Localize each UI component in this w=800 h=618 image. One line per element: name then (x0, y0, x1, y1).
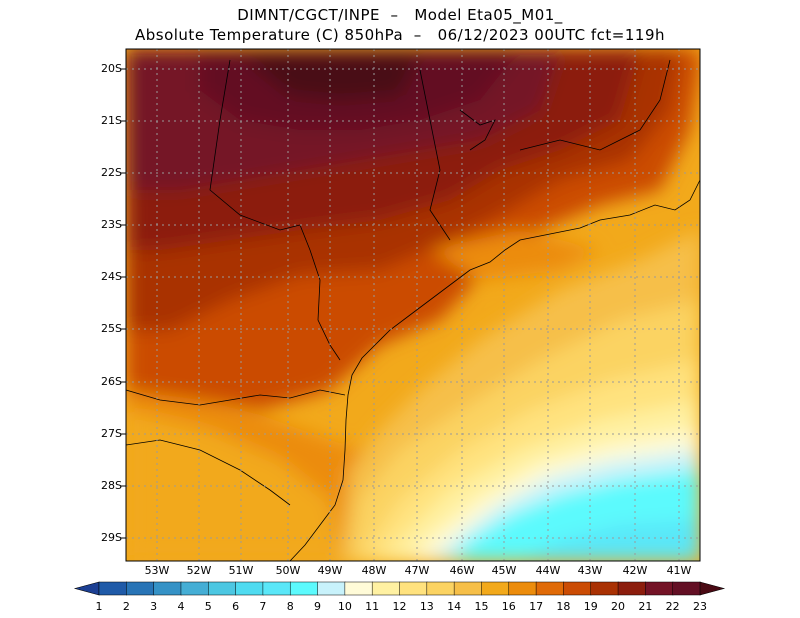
title-line-1: DIMNT/CGCT/INPE – Model Eta05_M01_ (237, 6, 563, 24)
colorbar-swatch (153, 581, 182, 596)
colorbar-swatch (344, 581, 373, 596)
colorbar-swatch (317, 581, 346, 596)
lon-label: 42W (622, 564, 648, 577)
colorbar (73, 581, 726, 596)
temperature-field (126, 49, 700, 561)
colorbar-label: 9 (314, 600, 322, 613)
lon-label: 49W (317, 564, 343, 577)
lon-label: 41W (666, 564, 692, 577)
colorbar-label: 16 (501, 600, 516, 613)
colorbar-swatch (371, 581, 401, 596)
colorbar-swatch (453, 581, 483, 596)
colorbar-swatch (126, 581, 155, 596)
colorbar-swatch (289, 581, 319, 596)
colorbar-label: 3 (150, 600, 158, 613)
colorbar-swatch (235, 581, 264, 596)
colorbar-swatch (399, 581, 428, 596)
lon-label: 53W (144, 564, 170, 577)
colorbar-swatch (672, 581, 701, 596)
lon-label: 50W (275, 564, 301, 577)
lat-label: 26S (101, 375, 122, 388)
plot-frame (125, 48, 701, 562)
graticule (126, 49, 700, 561)
colorbar-swatch (535, 581, 565, 596)
coastlines-and-borders (126, 59, 700, 561)
colorbar-swatch (563, 581, 592, 596)
colorbar-arrow-high (699, 581, 726, 596)
colorbar-swatch (426, 581, 455, 596)
colorbar-label: 23 (693, 600, 707, 613)
lon-label: 46W (449, 564, 475, 577)
lon-label: 52W (186, 564, 212, 577)
lat-label: 24S (101, 270, 122, 283)
colorbar-swatch (262, 581, 291, 596)
lon-label: 44W (535, 564, 561, 577)
colorbar-swatch (508, 581, 537, 596)
colorbar-label: 20 (611, 600, 626, 613)
colorbar-swatch (481, 581, 510, 596)
colorbar-swatch (590, 581, 619, 596)
colorbar-label: 15 (474, 600, 489, 613)
colorbar-label: 1 (95, 600, 103, 613)
lat-label: 21S (101, 114, 122, 127)
lon-label: 48W (361, 564, 387, 577)
colorbar-label: 5 (204, 600, 212, 613)
colorbar-label: 19 (583, 600, 598, 613)
lat-label: 28S (101, 479, 122, 492)
colorbar-swatch (180, 581, 209, 596)
lon-label: 51W (228, 564, 254, 577)
lat-label: 23S (101, 218, 122, 231)
colorbar-label: 6 (232, 600, 240, 613)
colorbar-swatch (98, 581, 127, 596)
colorbar-label: 4 (177, 600, 185, 613)
colorbar-swatch (208, 581, 237, 596)
lat-label: 25S (101, 322, 122, 335)
colorbar-swatch (617, 581, 647, 596)
colorbar-label: 18 (556, 600, 571, 613)
lat-label: 20S (101, 62, 122, 75)
colorbar-label: 21 (638, 600, 653, 613)
colorbar-label: 8 (286, 600, 294, 613)
colorbar-label: 13 (419, 600, 434, 613)
title-line-2: Absolute Temperature (C) 850hPa – 06/12/… (134, 26, 666, 44)
colorbar-label: 11 (365, 600, 380, 613)
colorbar-swatch (645, 581, 674, 596)
lat-label: 22S (101, 166, 122, 179)
colorbar-label: 22 (665, 600, 680, 613)
colorbar-arrow-low (73, 581, 100, 596)
lat-label: 29S (101, 531, 122, 544)
lon-label: 43W (577, 564, 603, 577)
lon-label: 47W (404, 564, 430, 577)
colorbar-label: 17 (529, 600, 544, 613)
lat-label: 27S (101, 427, 122, 440)
colorbar-label: 14 (447, 600, 462, 613)
colorbar-label: 7 (259, 600, 267, 613)
colorbar-label: 2 (122, 600, 130, 613)
lon-label: 45W (491, 564, 517, 577)
colorbar-label: 10 (337, 600, 352, 613)
colorbar-label: 12 (392, 600, 407, 613)
